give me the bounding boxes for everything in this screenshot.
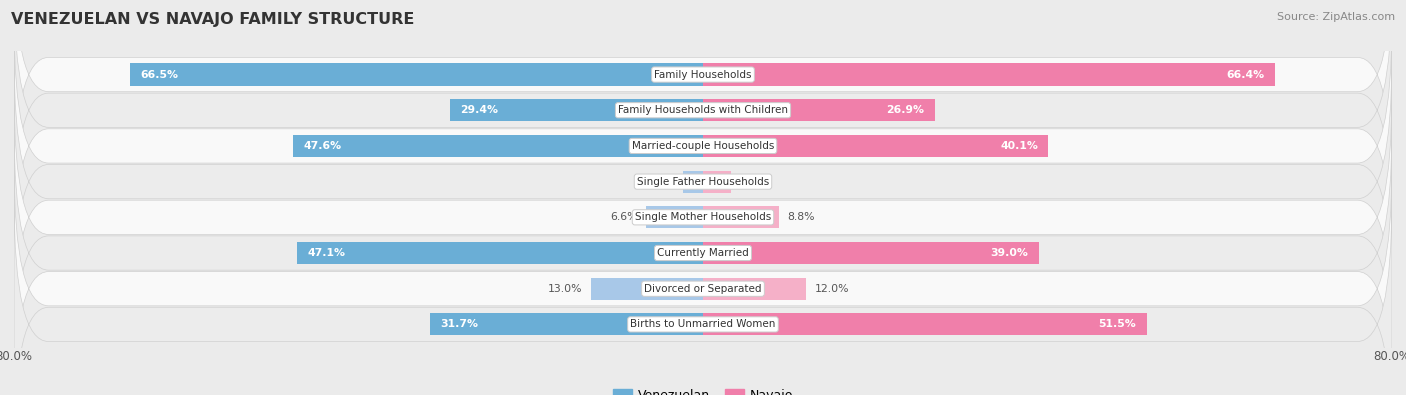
Text: 39.0%: 39.0% (991, 248, 1029, 258)
FancyBboxPatch shape (14, 127, 1392, 379)
FancyBboxPatch shape (14, 163, 1392, 395)
Text: 26.9%: 26.9% (886, 105, 924, 115)
Text: Divorced or Separated: Divorced or Separated (644, 284, 762, 294)
Bar (703, 135, 1049, 157)
Bar (683, 171, 703, 193)
Text: 66.5%: 66.5% (141, 70, 179, 79)
FancyBboxPatch shape (14, 20, 1392, 272)
Bar (703, 313, 1146, 335)
Bar (647, 206, 703, 228)
FancyBboxPatch shape (14, 199, 1392, 395)
Legend: Venezuelan, Navajo: Venezuelan, Navajo (607, 384, 799, 395)
FancyBboxPatch shape (14, 0, 1392, 200)
Bar (591, 278, 703, 300)
Text: Single Mother Households: Single Mother Households (636, 213, 770, 222)
Bar (703, 206, 779, 228)
Bar (298, 242, 703, 264)
FancyBboxPatch shape (14, 0, 1392, 236)
Text: 6.6%: 6.6% (610, 213, 637, 222)
Bar (703, 171, 731, 193)
Bar (292, 135, 703, 157)
Text: 47.1%: 47.1% (308, 248, 346, 258)
Text: Currently Married: Currently Married (657, 248, 749, 258)
Bar (703, 64, 1275, 86)
Bar (703, 278, 807, 300)
Text: 13.0%: 13.0% (548, 284, 582, 294)
Text: 47.6%: 47.6% (304, 141, 342, 151)
Bar (703, 242, 1039, 264)
Text: 31.7%: 31.7% (440, 320, 478, 329)
Bar (703, 99, 935, 121)
Bar (131, 64, 703, 86)
Bar (430, 313, 703, 335)
Text: Family Households with Children: Family Households with Children (619, 105, 787, 115)
Text: 29.4%: 29.4% (460, 105, 498, 115)
Text: Births to Unmarried Women: Births to Unmarried Women (630, 320, 776, 329)
FancyBboxPatch shape (14, 92, 1392, 343)
FancyBboxPatch shape (14, 56, 1392, 307)
Text: Single Father Households: Single Father Households (637, 177, 769, 186)
Text: VENEZUELAN VS NAVAJO FAMILY STRUCTURE: VENEZUELAN VS NAVAJO FAMILY STRUCTURE (11, 12, 415, 27)
Text: 3.2%: 3.2% (740, 177, 766, 186)
Text: Source: ZipAtlas.com: Source: ZipAtlas.com (1277, 12, 1395, 22)
Text: Family Households: Family Households (654, 70, 752, 79)
Text: 51.5%: 51.5% (1098, 320, 1136, 329)
Bar (450, 99, 703, 121)
Text: 2.3%: 2.3% (647, 177, 675, 186)
Text: 66.4%: 66.4% (1226, 70, 1264, 79)
Text: 12.0%: 12.0% (815, 284, 849, 294)
Text: 8.8%: 8.8% (787, 213, 815, 222)
Text: Married-couple Households: Married-couple Households (631, 141, 775, 151)
Text: 40.1%: 40.1% (1000, 141, 1038, 151)
